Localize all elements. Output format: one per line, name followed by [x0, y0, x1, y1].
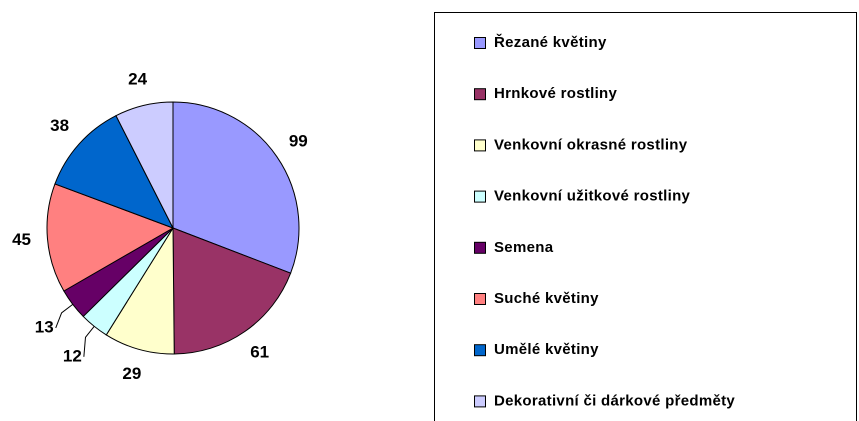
data-label: 24 — [128, 70, 147, 89]
leader-line — [55, 303, 74, 329]
legend-label: Venkovní užitkové rostliny — [494, 188, 691, 205]
legend-swatch — [474, 190, 486, 203]
pie-slice — [115, 101, 174, 229]
legend-swatch — [474, 395, 486, 408]
data-label: 13 — [35, 317, 54, 336]
legend-label: Venkovní okrasné rostliny — [494, 136, 688, 153]
data-label: 38 — [50, 116, 69, 135]
legend-label: Dekorativní či dárkové předměty — [494, 392, 735, 409]
data-label: 45 — [12, 230, 31, 249]
legend-swatch — [474, 139, 486, 152]
legend-label: Hrnkové rostliny — [494, 85, 618, 102]
legend-swatch — [474, 88, 486, 101]
legend-label: Suché květiny — [494, 290, 599, 307]
legend-box — [434, 12, 857, 421]
legend-label: Umělé květiny — [494, 341, 599, 358]
pie-slice — [54, 114, 175, 229]
data-label: 12 — [63, 346, 82, 365]
legend-swatch — [474, 241, 486, 254]
pie-slice — [172, 227, 292, 355]
legend-swatch — [474, 37, 486, 49]
pie-slice — [172, 101, 300, 274]
data-label: 61 — [250, 342, 269, 361]
pie-slice — [46, 183, 175, 292]
leader-line — [83, 326, 95, 357]
legend-swatch — [474, 293, 486, 305]
legend-swatch — [474, 344, 486, 357]
legend-label: Semena — [494, 239, 554, 256]
legend-label: Řezané květiny — [494, 33, 607, 51]
data-label: 99 — [289, 131, 308, 150]
data-label: 29 — [122, 364, 141, 383]
